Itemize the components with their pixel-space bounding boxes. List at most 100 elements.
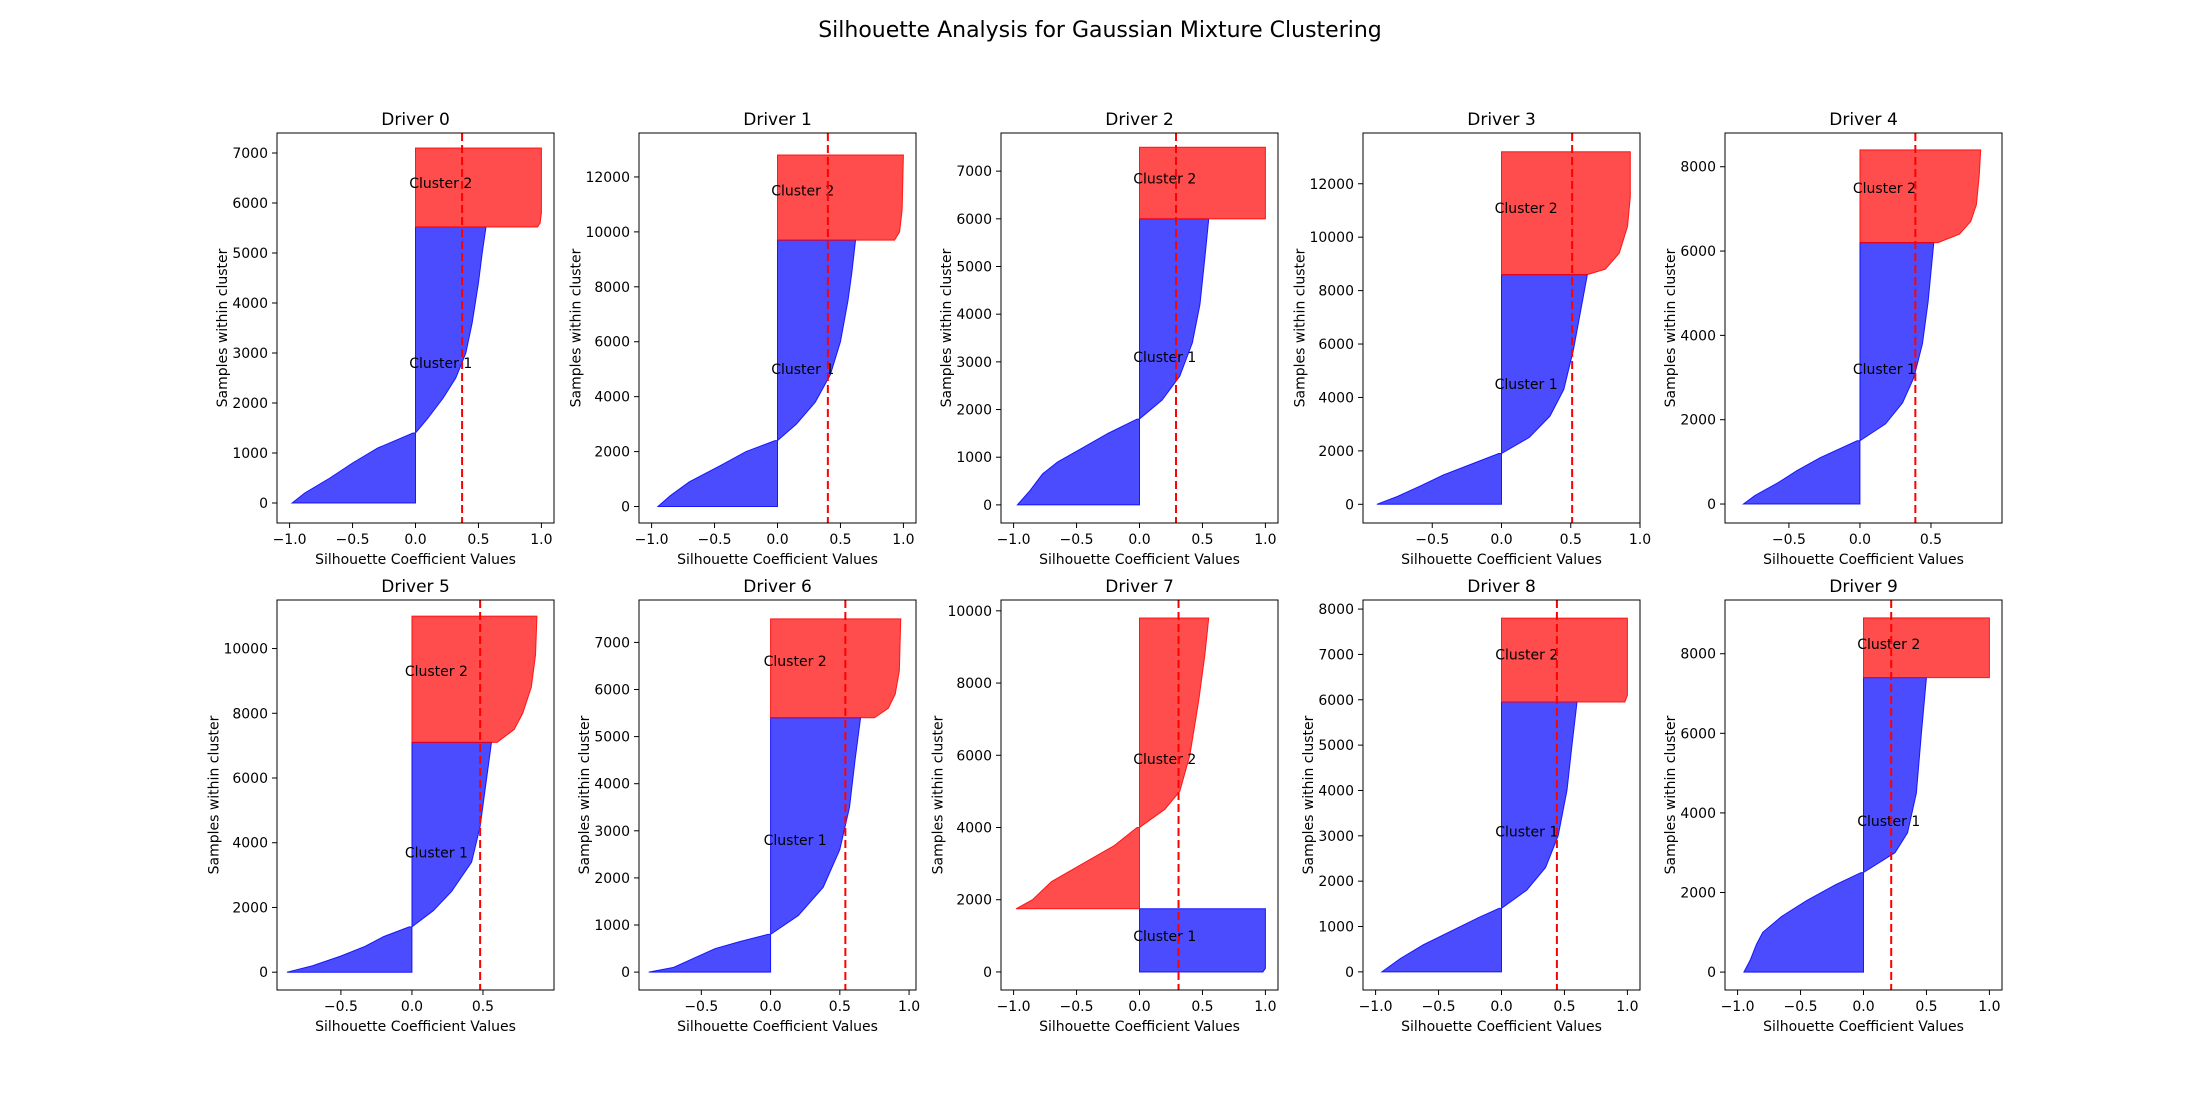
x-tick-label: 0.5 [1191, 999, 1213, 1015]
cluster-label: Cluster 1 [1495, 824, 1558, 840]
y-tick-label: 6000 [232, 771, 268, 787]
x-tick-label: 0.0 [1490, 532, 1512, 548]
subplot-driver-6: Cluster 1 Cluster 2 −0.5 0.0 0.5 1.0 0 1000 2000… [577, 577, 920, 1035]
x-tick-label: −1.0 [997, 532, 1031, 548]
subplot-title: Driver 7 [1105, 577, 1174, 597]
x-tick-label: 1.0 [1254, 999, 1276, 1015]
x-tick-label: −0.5 [1415, 532, 1449, 548]
y-tick-label: 2000 [594, 871, 630, 887]
y-tick-label: 6000 [594, 682, 630, 698]
y-tick-label: 10000 [947, 604, 992, 620]
y-tick-label: 4000 [1318, 390, 1354, 406]
y-tick-label: 10000 [585, 225, 630, 241]
x-axis-label: Silhouette Coefficient Values [677, 552, 878, 568]
subplot-title: Driver 2 [1105, 110, 1174, 130]
y-tick-label: 6000 [1318, 693, 1354, 709]
subplot-title: Driver 1 [743, 110, 812, 130]
subplot-title: Driver 9 [1829, 577, 1898, 597]
y-tick-label: 4000 [232, 296, 268, 312]
y-tick-label: 2000 [1680, 413, 1716, 429]
y-tick-label: 2000 [1680, 886, 1716, 902]
subplot-driver-3: Cluster 1 Cluster 2 −0.5 0.0 0.5 1.0 0 2000 4000… [1293, 110, 1652, 568]
x-tick-label: 0.5 [472, 999, 494, 1015]
y-tick-label: 0 [1345, 965, 1354, 981]
x-tick-label: 1.0 [892, 532, 914, 548]
subplot-title: Driver 3 [1467, 110, 1536, 130]
y-tick-label: 8000 [232, 706, 268, 722]
silhouette-area-cluster-1 [1016, 218, 1210, 506]
cluster-label: Cluster 2 [1857, 637, 1920, 653]
x-tick-label: 0.5 [1191, 532, 1213, 548]
axes-frame [1724, 132, 2003, 524]
y-tick-label: 6000 [956, 212, 992, 228]
x-tick-label: −0.5 [1060, 532, 1094, 548]
subplot-title: Driver 6 [743, 577, 812, 597]
y-tick-label: 8000 [1318, 602, 1354, 618]
y-tick-label: 12000 [1309, 177, 1354, 193]
subplot-driver-4: Cluster 1 Cluster 2 −0.5 0.0 0.5 0 2000 4000 600… [1663, 110, 2003, 568]
x-axis-label: Silhouette Coefficient Values [1401, 1019, 1602, 1035]
y-tick-label: 0 [983, 498, 992, 514]
cluster-label: Cluster 1 [1853, 362, 1916, 378]
y-tick-label: 0 [983, 965, 992, 981]
y-tick-label: 3000 [232, 346, 268, 362]
subplot-driver-2: Cluster 1 Cluster 2 −1.0 −0.5 0.0 0.5 1.0 0 1000… [939, 110, 1279, 568]
y-tick-label: 8000 [594, 280, 630, 296]
silhouette-area-cluster-2 [777, 154, 904, 241]
x-tick-label: −0.5 [1784, 999, 1818, 1015]
y-tick-label: 0 [621, 965, 630, 981]
y-axis-label: Samples within cluster [1663, 248, 1679, 407]
y-tick-label: 2000 [232, 396, 268, 412]
cluster-label: Cluster 1 [771, 362, 834, 378]
x-tick-label: 1.0 [530, 532, 552, 548]
silhouette-area-cluster-2 [1501, 151, 1631, 276]
subplot-driver-8: Cluster 1 Cluster 2 −1.0 −0.5 0.0 0.5 1.0 0 1000… [1301, 577, 1641, 1035]
y-axis-label: Samples within cluster [1301, 715, 1317, 874]
x-tick-label: −0.5 [684, 999, 718, 1015]
x-tick-label: −0.5 [1772, 532, 1806, 548]
y-tick-label: 7000 [232, 146, 268, 162]
cluster-label: Cluster 1 [405, 845, 468, 861]
cluster-label: Cluster 2 [1495, 647, 1558, 663]
x-axis-label: Silhouette Coefficient Values [677, 1019, 878, 1035]
y-axis-label: Samples within cluster [939, 248, 955, 407]
y-tick-label: 2000 [1318, 444, 1354, 460]
y-tick-label: 5000 [232, 246, 268, 262]
x-tick-label: −1.0 [1721, 999, 1755, 1015]
x-tick-label: 1.0 [1978, 999, 2000, 1015]
y-tick-label: 0 [259, 965, 268, 981]
y-tick-label: 1000 [956, 450, 992, 466]
y-tick-label: 4000 [956, 307, 992, 323]
figure-title: Silhouette Analysis for Gaussian Mixture… [818, 18, 1382, 43]
axes-frame [638, 599, 917, 991]
y-tick-label: 4000 [956, 821, 992, 837]
y-tick-label: 8000 [1318, 284, 1354, 300]
x-tick-label: 0.0 [1128, 999, 1150, 1015]
subplot-title: Driver 4 [1829, 110, 1898, 130]
cluster-label: Cluster 2 [405, 664, 468, 680]
y-tick-label: 1000 [1318, 920, 1354, 936]
silhouette-area-cluster-1 [1139, 908, 1266, 973]
subplot-driver-0: Cluster 1 Cluster 2 −1.0 −0.5 0.0 0.5 1.0 0 1000… [215, 110, 555, 568]
y-axis-label: Samples within cluster [577, 715, 593, 874]
y-tick-label: 2000 [1318, 874, 1354, 890]
y-tick-label: 4000 [594, 390, 630, 406]
silhouette-area-cluster-1 [1741, 242, 1935, 505]
y-axis-label: Samples within cluster [1293, 248, 1309, 407]
cluster-label: Cluster 1 [1133, 929, 1196, 945]
cluster-label: Cluster 1 [764, 833, 827, 849]
x-tick-label: −0.5 [1060, 999, 1094, 1015]
y-tick-label: 4000 [1680, 806, 1716, 822]
y-tick-label: 6000 [1680, 726, 1716, 742]
y-tick-label: 5000 [594, 730, 630, 746]
x-tick-label: 0.5 [829, 532, 851, 548]
y-tick-label: 0 [1707, 497, 1716, 513]
x-axis-label: Silhouette Coefficient Values [1763, 1019, 1964, 1035]
x-tick-label: −0.5 [1422, 999, 1456, 1015]
y-tick-label: 6000 [956, 748, 992, 764]
cluster-label: Cluster 1 [1133, 350, 1196, 366]
x-tick-label: 0.5 [829, 999, 851, 1015]
cluster-label: Cluster 2 [409, 176, 472, 192]
x-tick-label: −1.0 [1359, 999, 1393, 1015]
